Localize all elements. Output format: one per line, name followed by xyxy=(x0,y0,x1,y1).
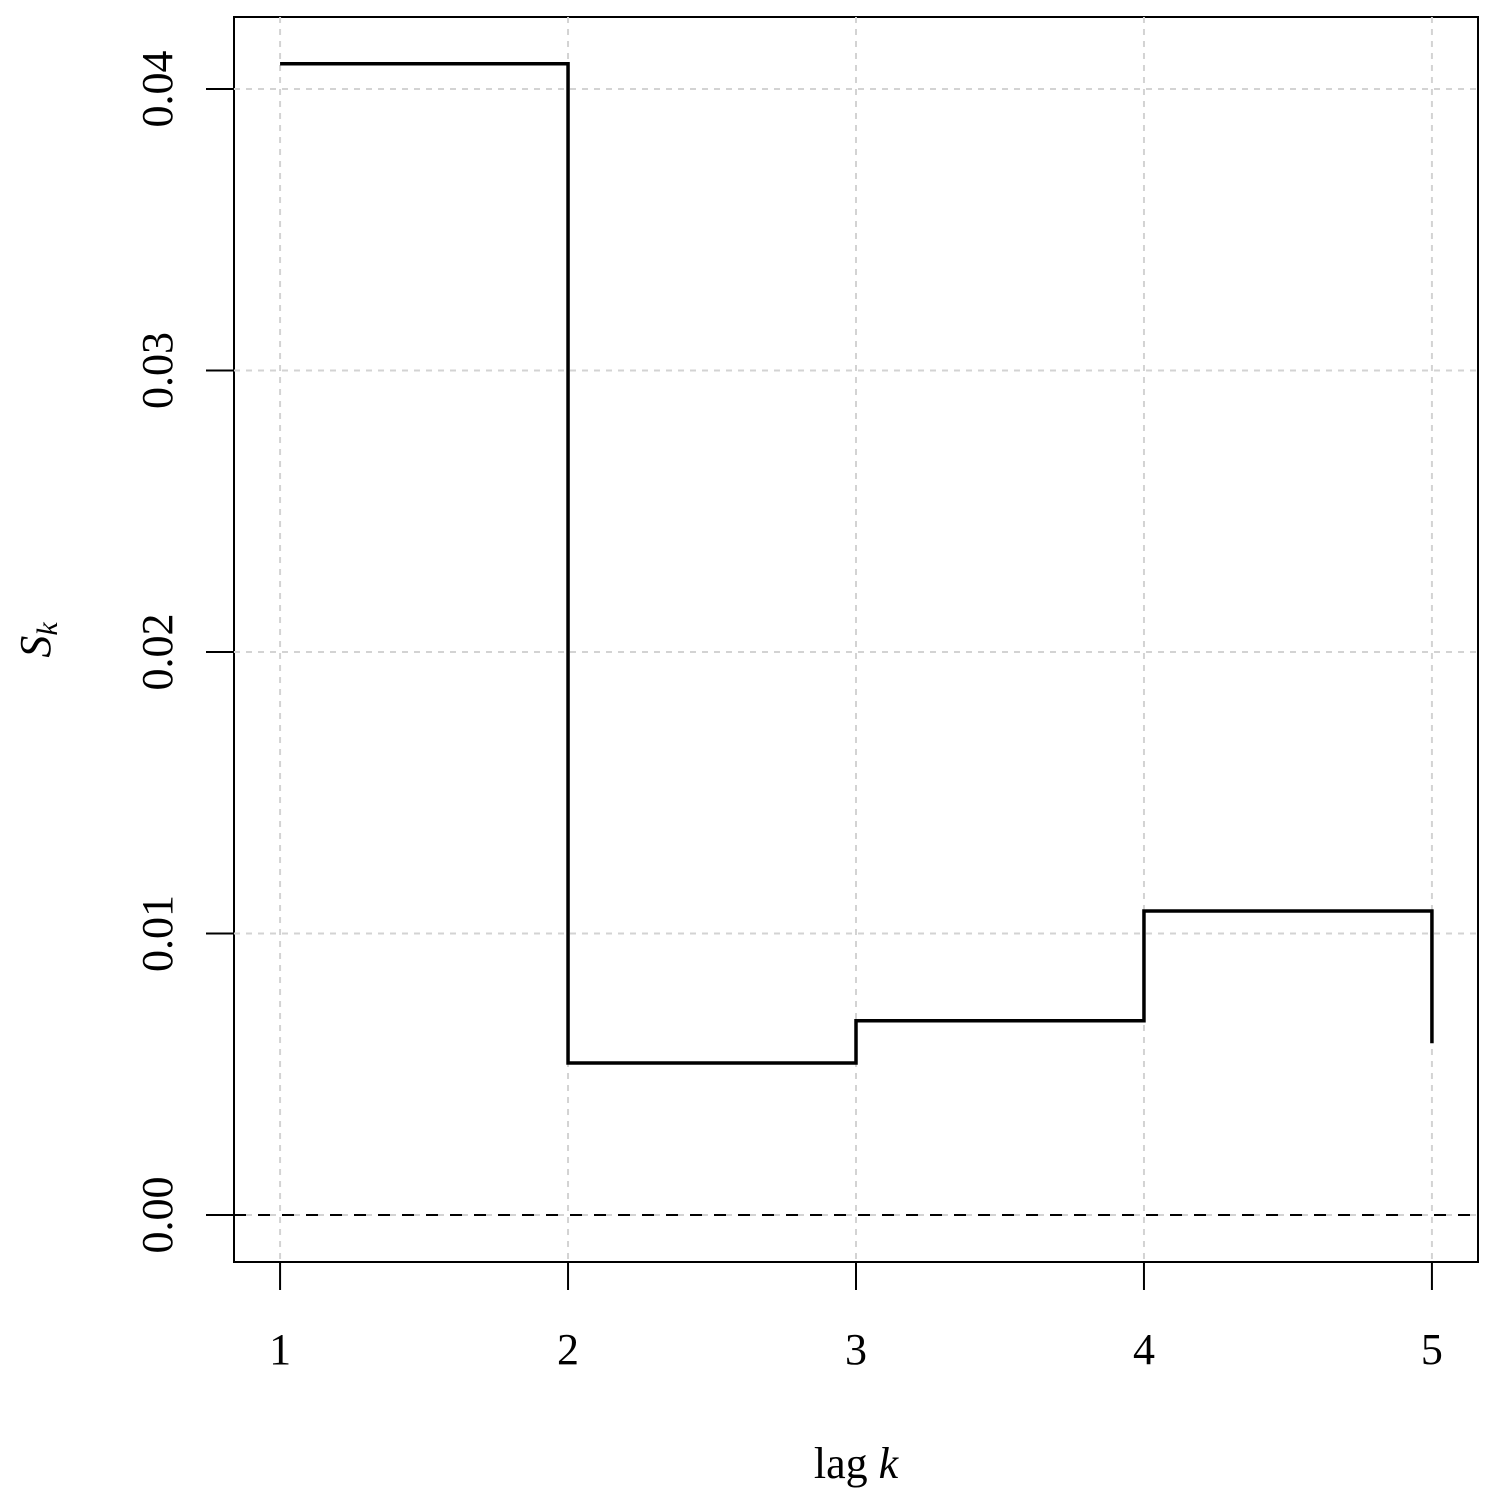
x-tick-label: 2 xyxy=(557,1325,579,1374)
y-tick-label: 0.01 xyxy=(133,895,182,972)
y-tick-label: 0.03 xyxy=(133,332,182,409)
y-label-symbol: S xyxy=(11,636,60,658)
y-label-subscript: k xyxy=(31,622,64,636)
step-line xyxy=(280,61,1434,1065)
y-tick-label: 0.00 xyxy=(133,1176,182,1253)
x-label-symbol: k xyxy=(879,1439,900,1488)
x-tick-label: 5 xyxy=(1421,1325,1443,1374)
x-tick-label: 1 xyxy=(269,1325,291,1374)
x-axis-label: lag k xyxy=(814,1439,900,1488)
x-label-word: lag xyxy=(814,1439,868,1488)
y-axis-label: Sk xyxy=(11,622,64,658)
x-tick-label: 3 xyxy=(845,1325,867,1374)
y-tick-label: 0.04 xyxy=(133,51,182,128)
y-tick-label: 0.02 xyxy=(133,614,182,691)
x-tick-label: 4 xyxy=(1133,1325,1155,1374)
